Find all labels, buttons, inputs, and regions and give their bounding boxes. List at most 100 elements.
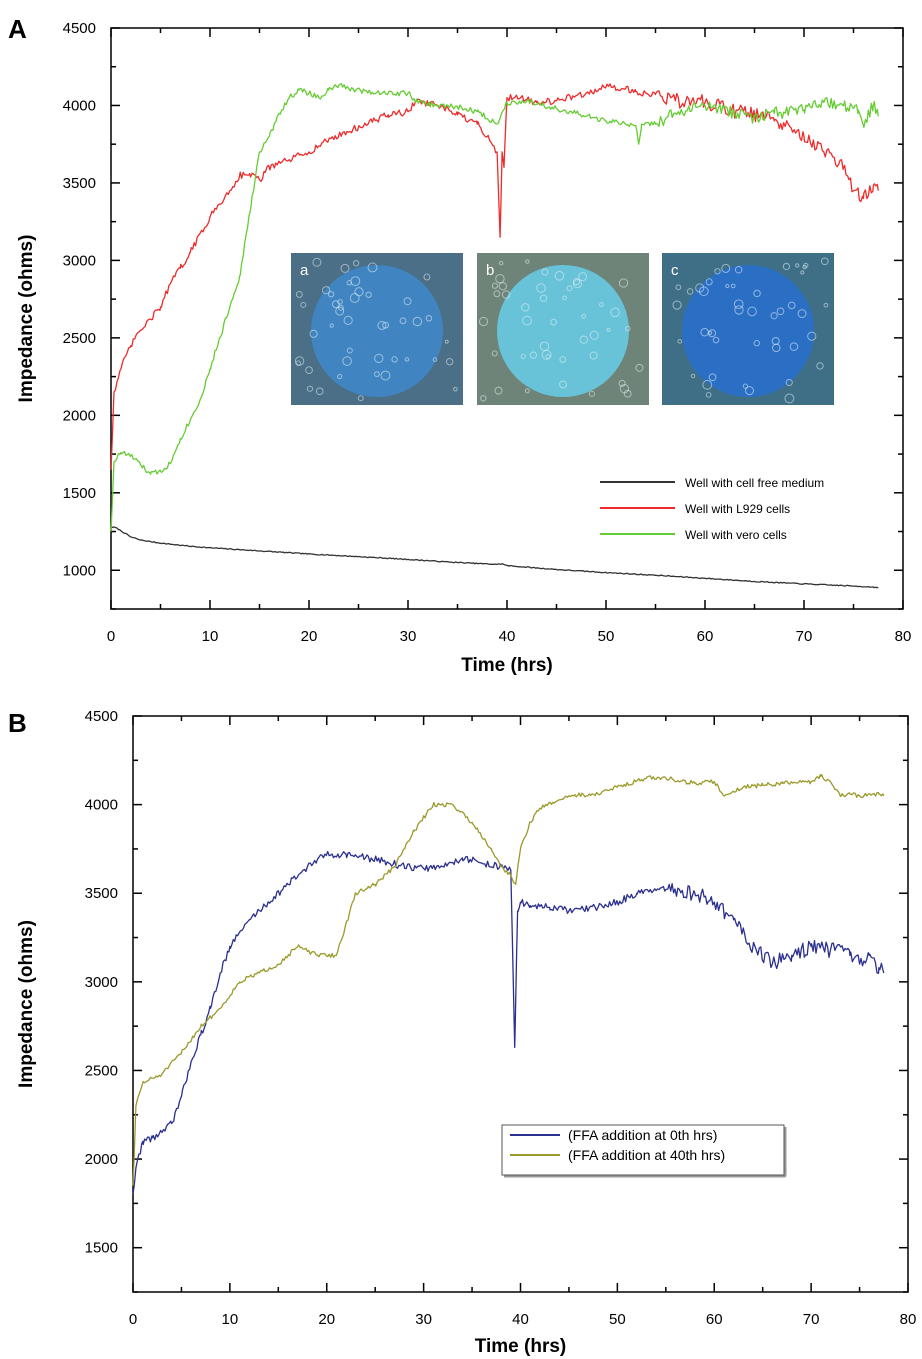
cell bbox=[618, 379, 626, 387]
micrograph-inset-c: c bbox=[662, 253, 834, 405]
y-axis-label: Impedance (ohms) bbox=[16, 920, 37, 1088]
cell bbox=[782, 262, 791, 271]
cell bbox=[753, 289, 761, 298]
cell bbox=[380, 370, 391, 381]
series-line bbox=[110, 83, 879, 470]
cell bbox=[606, 327, 611, 332]
y-tick-label: 1000 bbox=[63, 562, 96, 579]
cell bbox=[423, 273, 431, 281]
cell bbox=[572, 279, 582, 289]
cell bbox=[733, 299, 744, 310]
cell bbox=[690, 373, 696, 379]
x-tick-label: 30 bbox=[400, 628, 417, 645]
cell bbox=[588, 390, 595, 397]
cell bbox=[721, 263, 731, 273]
x-tick-label: 50 bbox=[598, 628, 615, 645]
inset-label: a bbox=[300, 262, 309, 279]
cell bbox=[432, 357, 438, 362]
cell bbox=[295, 291, 303, 298]
cell bbox=[350, 276, 361, 287]
cell bbox=[321, 286, 331, 295]
cell bbox=[672, 300, 682, 310]
panel-letter: A bbox=[8, 14, 27, 44]
cell bbox=[352, 260, 360, 267]
y-tick-label: 2000 bbox=[63, 407, 96, 424]
cell bbox=[702, 379, 713, 390]
cell bbox=[635, 363, 644, 372]
x-tick-label: 80 bbox=[900, 1311, 917, 1328]
cell bbox=[453, 386, 458, 392]
cell bbox=[747, 306, 757, 317]
cell bbox=[705, 391, 712, 398]
cell bbox=[478, 316, 489, 327]
cell bbox=[787, 301, 796, 310]
x-tick-label: 70 bbox=[796, 628, 813, 645]
x-tick-label: 0 bbox=[129, 1311, 137, 1328]
cell bbox=[357, 395, 364, 402]
cell bbox=[539, 294, 548, 302]
cell bbox=[529, 351, 538, 359]
series-line bbox=[110, 83, 879, 532]
x-tick-label: 50 bbox=[609, 1311, 626, 1328]
cell bbox=[541, 349, 552, 360]
cell bbox=[444, 339, 449, 344]
cell bbox=[800, 270, 805, 275]
y-tick-label: 3500 bbox=[85, 885, 118, 902]
cell bbox=[610, 307, 620, 318]
cell bbox=[521, 303, 530, 312]
cell bbox=[494, 386, 503, 395]
cell bbox=[712, 336, 720, 344]
inset-well bbox=[497, 265, 629, 397]
cell bbox=[367, 262, 378, 273]
cell bbox=[589, 330, 599, 340]
y-tick-label: 1500 bbox=[85, 1240, 118, 1257]
cell bbox=[578, 272, 588, 282]
cell bbox=[295, 360, 301, 366]
x-tick-label: 70 bbox=[803, 1311, 820, 1328]
y-tick-label: 1500 bbox=[63, 485, 96, 502]
cell bbox=[346, 347, 353, 354]
cell bbox=[599, 302, 604, 307]
x-tick-label: 40 bbox=[512, 1311, 529, 1328]
x-tick-label: 80 bbox=[895, 628, 912, 645]
x-tick-label: 0 bbox=[107, 628, 115, 645]
y-tick-label: 3000 bbox=[63, 252, 96, 269]
x-tick-label: 60 bbox=[706, 1311, 723, 1328]
cell bbox=[803, 262, 809, 268]
cell bbox=[562, 295, 567, 301]
cell bbox=[753, 339, 760, 347]
legend: (FFA addition at 0th hrs) (FFA addition a… bbox=[501, 1124, 787, 1178]
x-tick-label: 10 bbox=[202, 628, 219, 645]
legend-label: Well with cell free medium bbox=[685, 476, 824, 490]
cell bbox=[391, 356, 398, 363]
cell bbox=[795, 263, 800, 268]
x-tick-label: 20 bbox=[318, 1311, 335, 1328]
cell bbox=[404, 357, 410, 362]
cell bbox=[382, 321, 390, 329]
cell bbox=[745, 386, 755, 396]
cell bbox=[498, 282, 507, 291]
cell bbox=[559, 380, 567, 389]
y-tick-label: 3000 bbox=[85, 974, 118, 991]
cell bbox=[525, 259, 530, 264]
cell bbox=[309, 329, 318, 338]
cell bbox=[550, 318, 557, 326]
y-axis-label: Impedance (ohms) bbox=[16, 235, 37, 403]
series-line bbox=[110, 526, 879, 589]
cell bbox=[493, 290, 501, 298]
cell bbox=[491, 282, 499, 289]
cell bbox=[625, 325, 631, 332]
cell bbox=[522, 315, 532, 326]
cell bbox=[374, 371, 380, 378]
cell bbox=[305, 366, 313, 375]
inset-well bbox=[311, 265, 443, 397]
x-tick-label: 60 bbox=[697, 628, 714, 645]
legend-label: Well with L929 cells bbox=[685, 502, 790, 516]
y-tick-label: 2000 bbox=[85, 1151, 118, 1168]
cell bbox=[771, 343, 781, 353]
cell bbox=[377, 321, 387, 330]
cell bbox=[354, 287, 364, 297]
cell bbox=[335, 306, 345, 316]
cell bbox=[714, 268, 721, 275]
